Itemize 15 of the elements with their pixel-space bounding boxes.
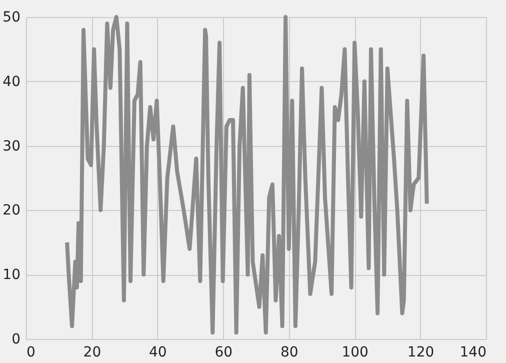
y-tick-label: 30 <box>2 138 20 154</box>
x-tick-label: 80 <box>280 344 298 360</box>
x-tick-label: 40 <box>149 344 167 360</box>
x-tick-label: 0 <box>26 344 36 360</box>
x-tick-label: 60 <box>214 344 233 360</box>
x-tick-label: 120 <box>407 344 434 360</box>
line-series <box>65 15 429 335</box>
x-tick-label: 140 <box>460 344 486 360</box>
y-tick-label: 20 <box>2 202 20 219</box>
y-tick-label: 40 <box>2 74 20 90</box>
y-tick-label: 10 <box>2 267 20 284</box>
x-tick-label: 100 <box>342 344 368 360</box>
x-tick-label: 20 <box>83 344 102 360</box>
y-tick-label: 0 <box>12 332 20 348</box>
y-tick-label: 50 <box>2 10 20 26</box>
